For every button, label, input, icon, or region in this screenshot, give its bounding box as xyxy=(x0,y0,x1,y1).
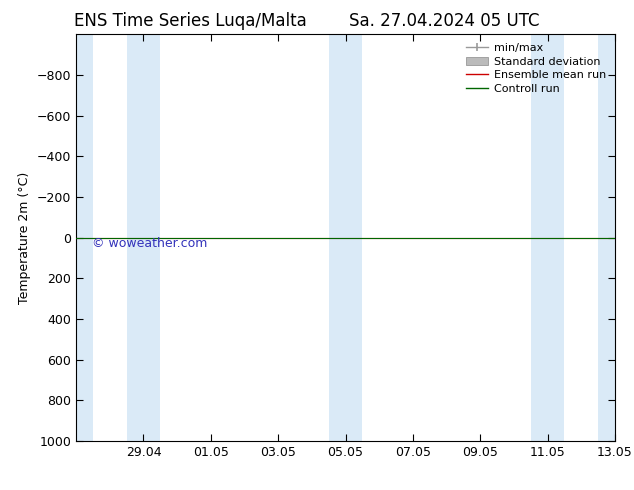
Text: Sa. 27.04.2024 05 UTC: Sa. 27.04.2024 05 UTC xyxy=(349,12,539,30)
Bar xyxy=(127,34,160,441)
Bar xyxy=(598,34,615,441)
Bar xyxy=(531,34,564,441)
Legend: min/max, Standard deviation, Ensemble mean run, Controll run: min/max, Standard deviation, Ensemble me… xyxy=(462,39,611,98)
Text: © woweather.com: © woweather.com xyxy=(93,237,207,250)
Bar xyxy=(76,34,93,441)
Y-axis label: Temperature 2m (°C): Temperature 2m (°C) xyxy=(18,172,31,304)
Bar xyxy=(328,34,363,441)
Text: ENS Time Series Luqa/Malta: ENS Time Series Luqa/Malta xyxy=(74,12,307,30)
